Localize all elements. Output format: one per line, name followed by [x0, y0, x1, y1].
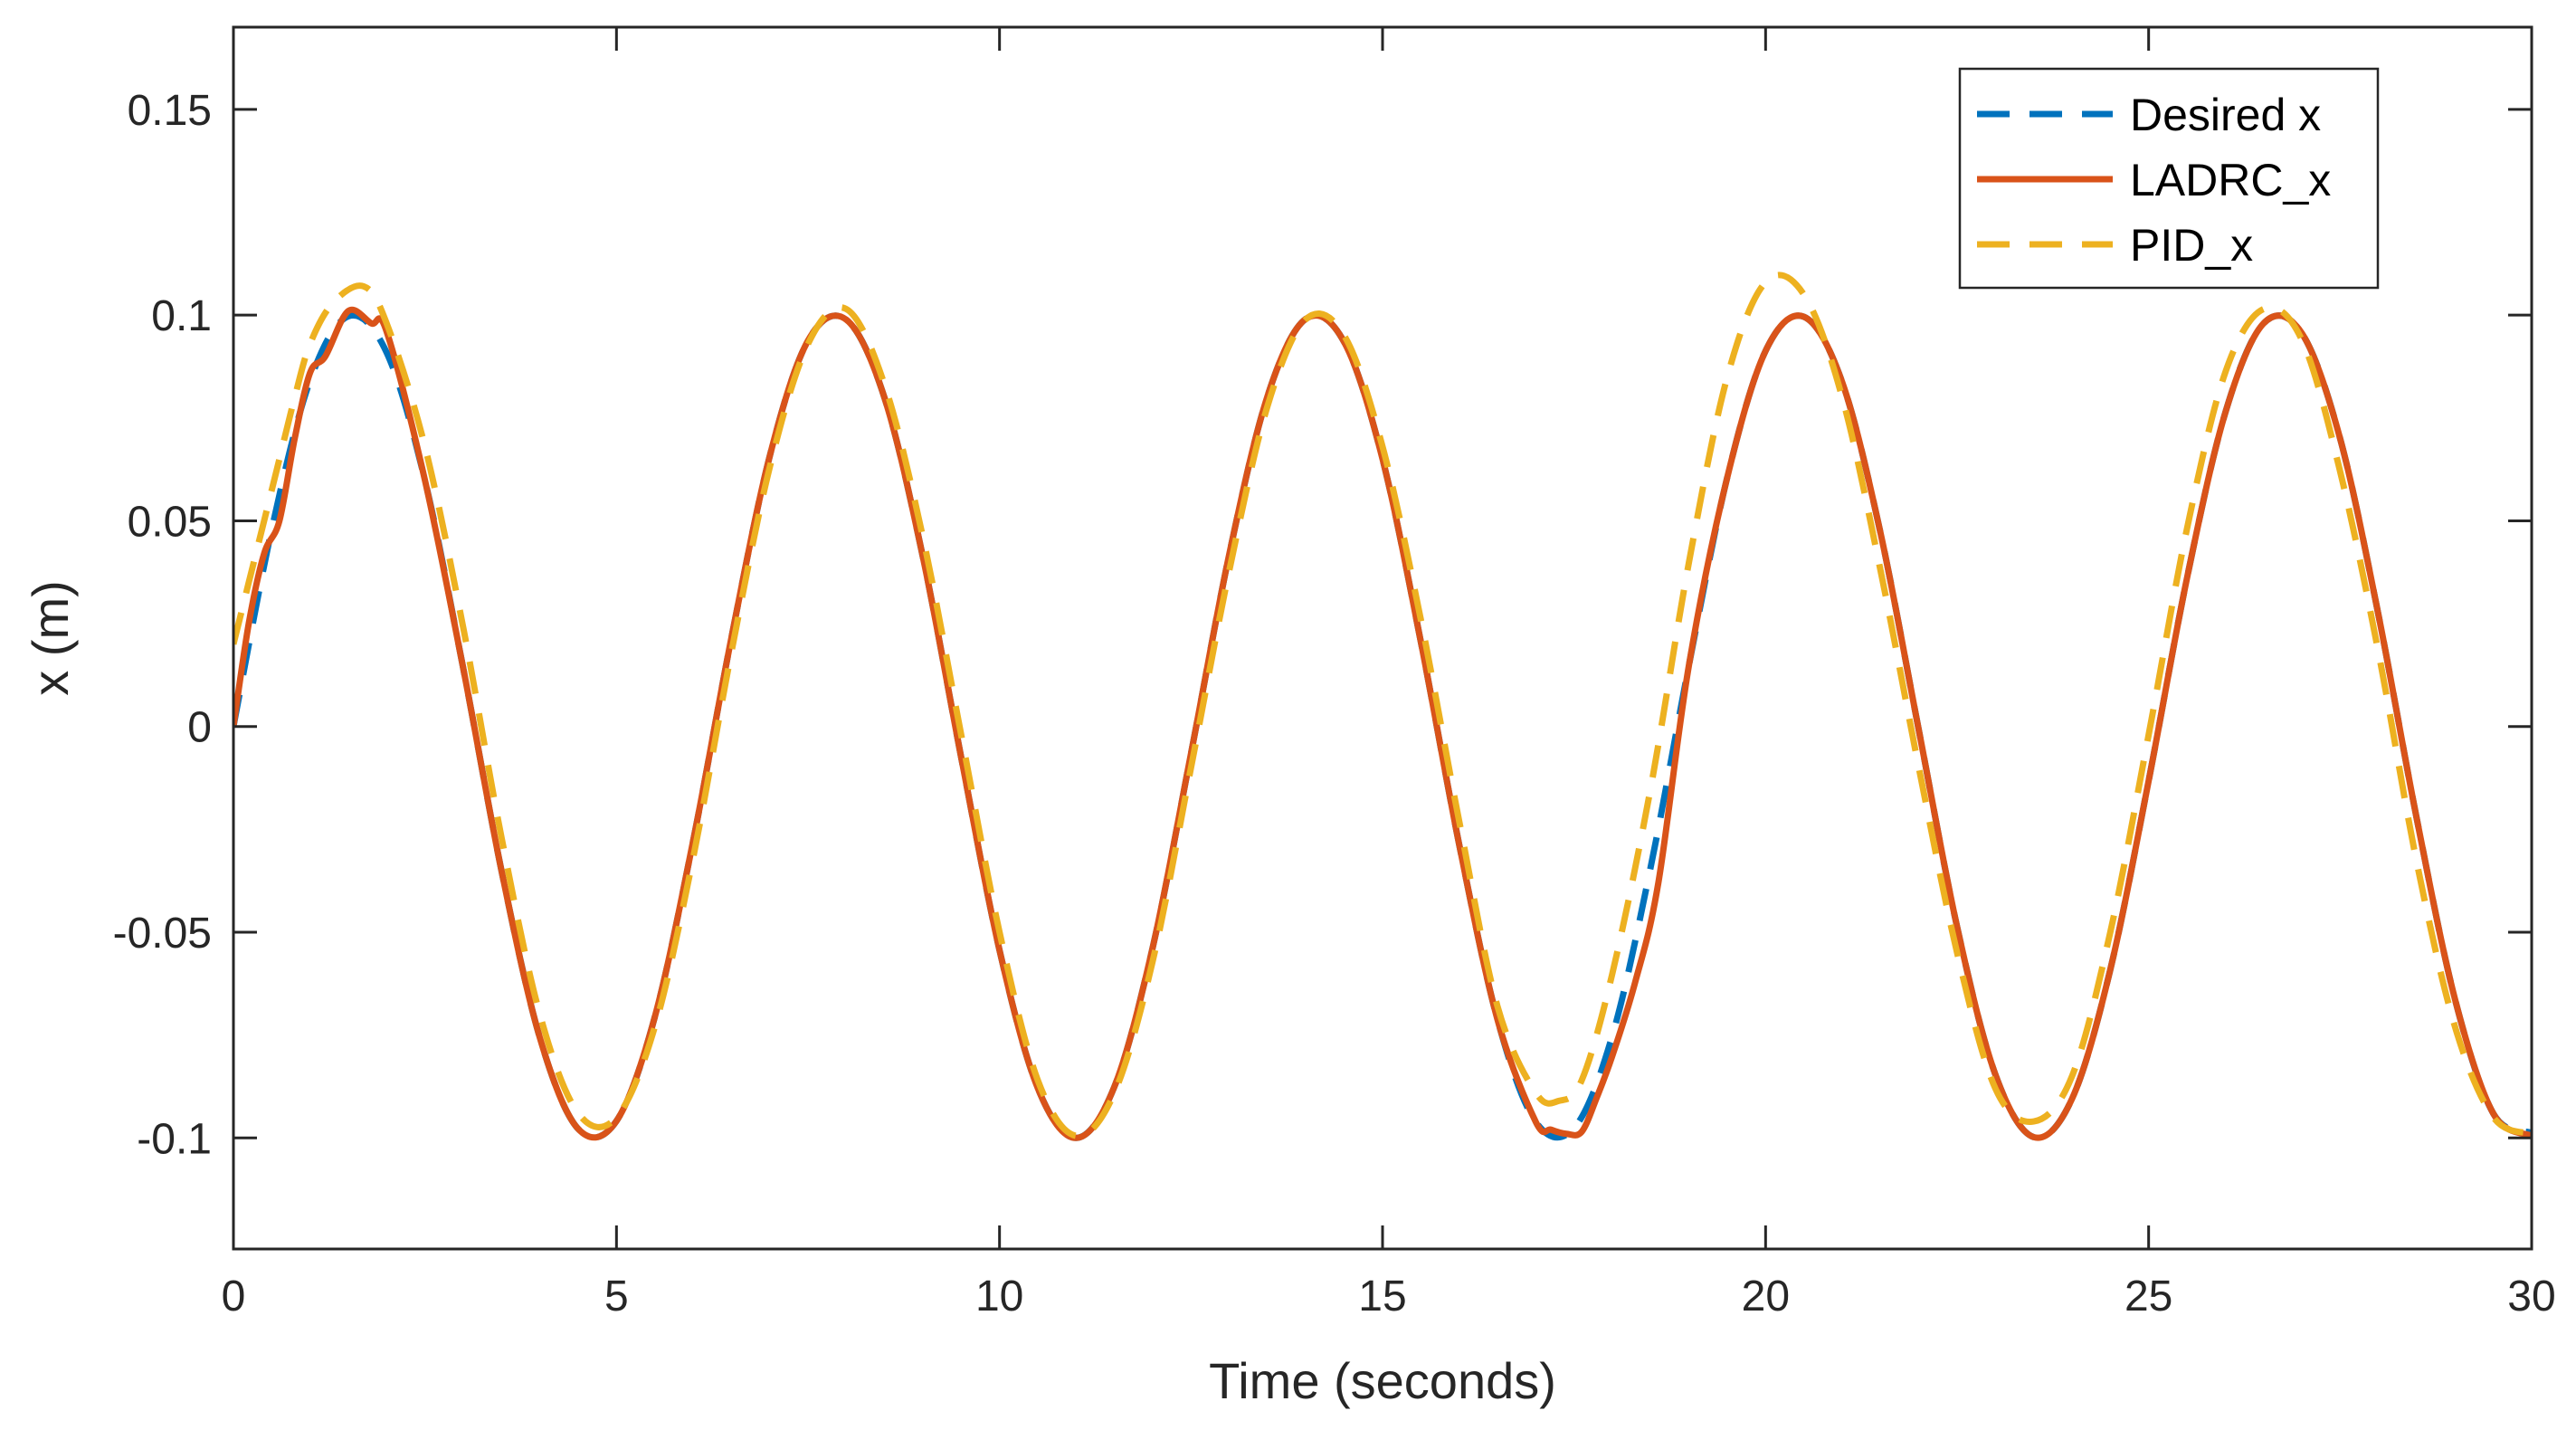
x-axis-title: Time (seconds)	[1209, 1352, 1556, 1409]
x-tick-label: 0	[222, 1273, 246, 1320]
y-tick-label: -0.1	[137, 1115, 212, 1163]
x-tick-label: 20	[1742, 1273, 1790, 1320]
legend-entries: Desired x LADRC_x PID_x	[1977, 90, 2331, 271]
legend-label-pid-x: PID_x	[2130, 220, 2253, 271]
legend: Desired x LADRC_x PID_x	[1958, 67, 2380, 290]
x-tick-label: 5	[604, 1273, 629, 1320]
legend-label-ladrc-x: LADRC_x	[2130, 155, 2331, 205]
x-axis-ticks: 0 5 10 15 20 25 30	[222, 27, 2556, 1320]
x-tick-label: 30	[2507, 1273, 2555, 1320]
y-axis-ticks: -0.1 -0.05 0 0.05 0.1 0.15	[113, 87, 2532, 1163]
legend-label-desired-x: Desired x	[2130, 90, 2321, 140]
y-tick-label: -0.05	[113, 910, 212, 958]
y-tick-label: 0.05	[128, 498, 212, 546]
x-tick-label: 10	[975, 1273, 1023, 1320]
y-tick-label: 0.15	[128, 87, 212, 135]
x-tick-label: 25	[2124, 1273, 2172, 1320]
y-tick-label: 0.1	[151, 292, 212, 340]
x-tick-label: 15	[1358, 1273, 1406, 1320]
series-line-pid-x	[233, 272, 2532, 1139]
series-layer	[233, 272, 2532, 1141]
y-axis-title: x (m)	[22, 580, 79, 696]
y-tick-label: 0	[187, 704, 212, 752]
